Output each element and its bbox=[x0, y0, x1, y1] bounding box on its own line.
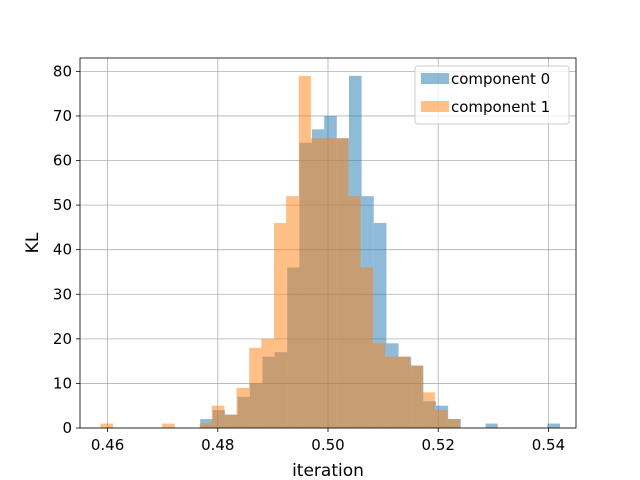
y-tick-label: 50 bbox=[53, 196, 72, 214]
y-tick-label: 20 bbox=[53, 330, 72, 348]
bar-series-1 bbox=[162, 423, 175, 428]
y-tick-label: 40 bbox=[53, 241, 72, 259]
bar-series-1 bbox=[348, 196, 361, 428]
bar-series-1 bbox=[360, 267, 374, 428]
bar-series-1 bbox=[335, 138, 349, 428]
x-tick-label: 0.54 bbox=[532, 436, 565, 454]
tick-labels: 0.46 0.48 0.50 0.52 0.54 0 10 20 30 40 50 60 70 80 bbox=[53, 62, 565, 454]
bar-series-1 bbox=[397, 356, 411, 428]
bar-series-1 bbox=[100, 423, 114, 428]
bar-series-1 bbox=[224, 414, 237, 428]
bar-series-1 bbox=[261, 338, 274, 428]
bar-series-1 bbox=[385, 356, 398, 428]
y-tick-label: 60 bbox=[53, 152, 72, 170]
bar-series-1 bbox=[298, 75, 311, 428]
legend: component 0 component 1 bbox=[414, 65, 570, 125]
x-tick-label: 0.52 bbox=[422, 436, 455, 454]
y-tick-label: 0 bbox=[62, 419, 72, 437]
bar-series-1 bbox=[211, 405, 225, 428]
x-axis-label: iteration bbox=[292, 461, 364, 480]
x-tick-label: 0.46 bbox=[91, 436, 124, 454]
y-tick-label: 10 bbox=[53, 374, 72, 392]
legend-swatch-component-1 bbox=[421, 101, 449, 112]
legend-label-component-1: component 1 bbox=[451, 98, 550, 116]
axes-frame bbox=[79, 57, 577, 429]
bar-series-1 bbox=[323, 138, 336, 428]
bar-series-1 bbox=[199, 423, 212, 428]
histogram-bars bbox=[100, 75, 561, 428]
axes bbox=[76, 57, 577, 432]
x-tick-label: 0.50 bbox=[311, 436, 344, 454]
bar-series-1 bbox=[249, 347, 262, 428]
bar-series-1 bbox=[434, 410, 448, 428]
bar-series-1 bbox=[273, 222, 287, 428]
legend-swatch-component-0 bbox=[421, 73, 449, 84]
x-tick-label: 0.48 bbox=[201, 436, 234, 454]
bar-series-1 bbox=[422, 392, 435, 428]
legend-frame bbox=[414, 65, 570, 125]
bar-series-1 bbox=[310, 138, 324, 428]
bar-series-0 bbox=[485, 423, 498, 428]
bar-series-1 bbox=[410, 365, 423, 428]
bar-series-1 bbox=[373, 343, 386, 428]
bar-series-1 bbox=[447, 419, 460, 428]
y-tick-label: 80 bbox=[53, 62, 72, 80]
bar-series-0 bbox=[547, 423, 561, 428]
bar-series-1 bbox=[236, 387, 250, 428]
y-tick-label: 30 bbox=[53, 285, 72, 303]
bar-series-1 bbox=[286, 196, 299, 428]
legend-label-component-0: component 0 bbox=[451, 70, 550, 88]
y-axis-label: KL bbox=[23, 232, 43, 253]
y-tick-label: 70 bbox=[53, 107, 72, 125]
